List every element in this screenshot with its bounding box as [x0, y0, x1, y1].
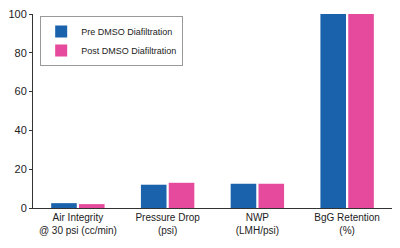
svg-text:100: 100: [8, 8, 26, 20]
svg-text:Post DMSO Diafiltration: Post DMSO Diafiltration: [81, 46, 176, 56]
svg-text:80: 80: [15, 47, 27, 59]
svg-text:0: 0: [21, 202, 27, 214]
svg-text:Pre DMSO Diafiltration: Pre DMSO Diafiltration: [81, 27, 172, 37]
svg-text:NWP(LMH/psi): NWP(LMH/psi): [236, 212, 279, 236]
svg-text:20: 20: [15, 163, 27, 175]
svg-text:Air Integrity@ 30 psi (cc/min): Air Integrity@ 30 psi (cc/min): [39, 212, 117, 236]
svg-text:Pressure Drop(psi): Pressure Drop(psi): [135, 212, 200, 236]
svg-text:60: 60: [15, 85, 27, 97]
svg-text:BgG Retention(%): BgG Retention(%): [314, 212, 380, 236]
svg-text:40: 40: [15, 124, 27, 136]
